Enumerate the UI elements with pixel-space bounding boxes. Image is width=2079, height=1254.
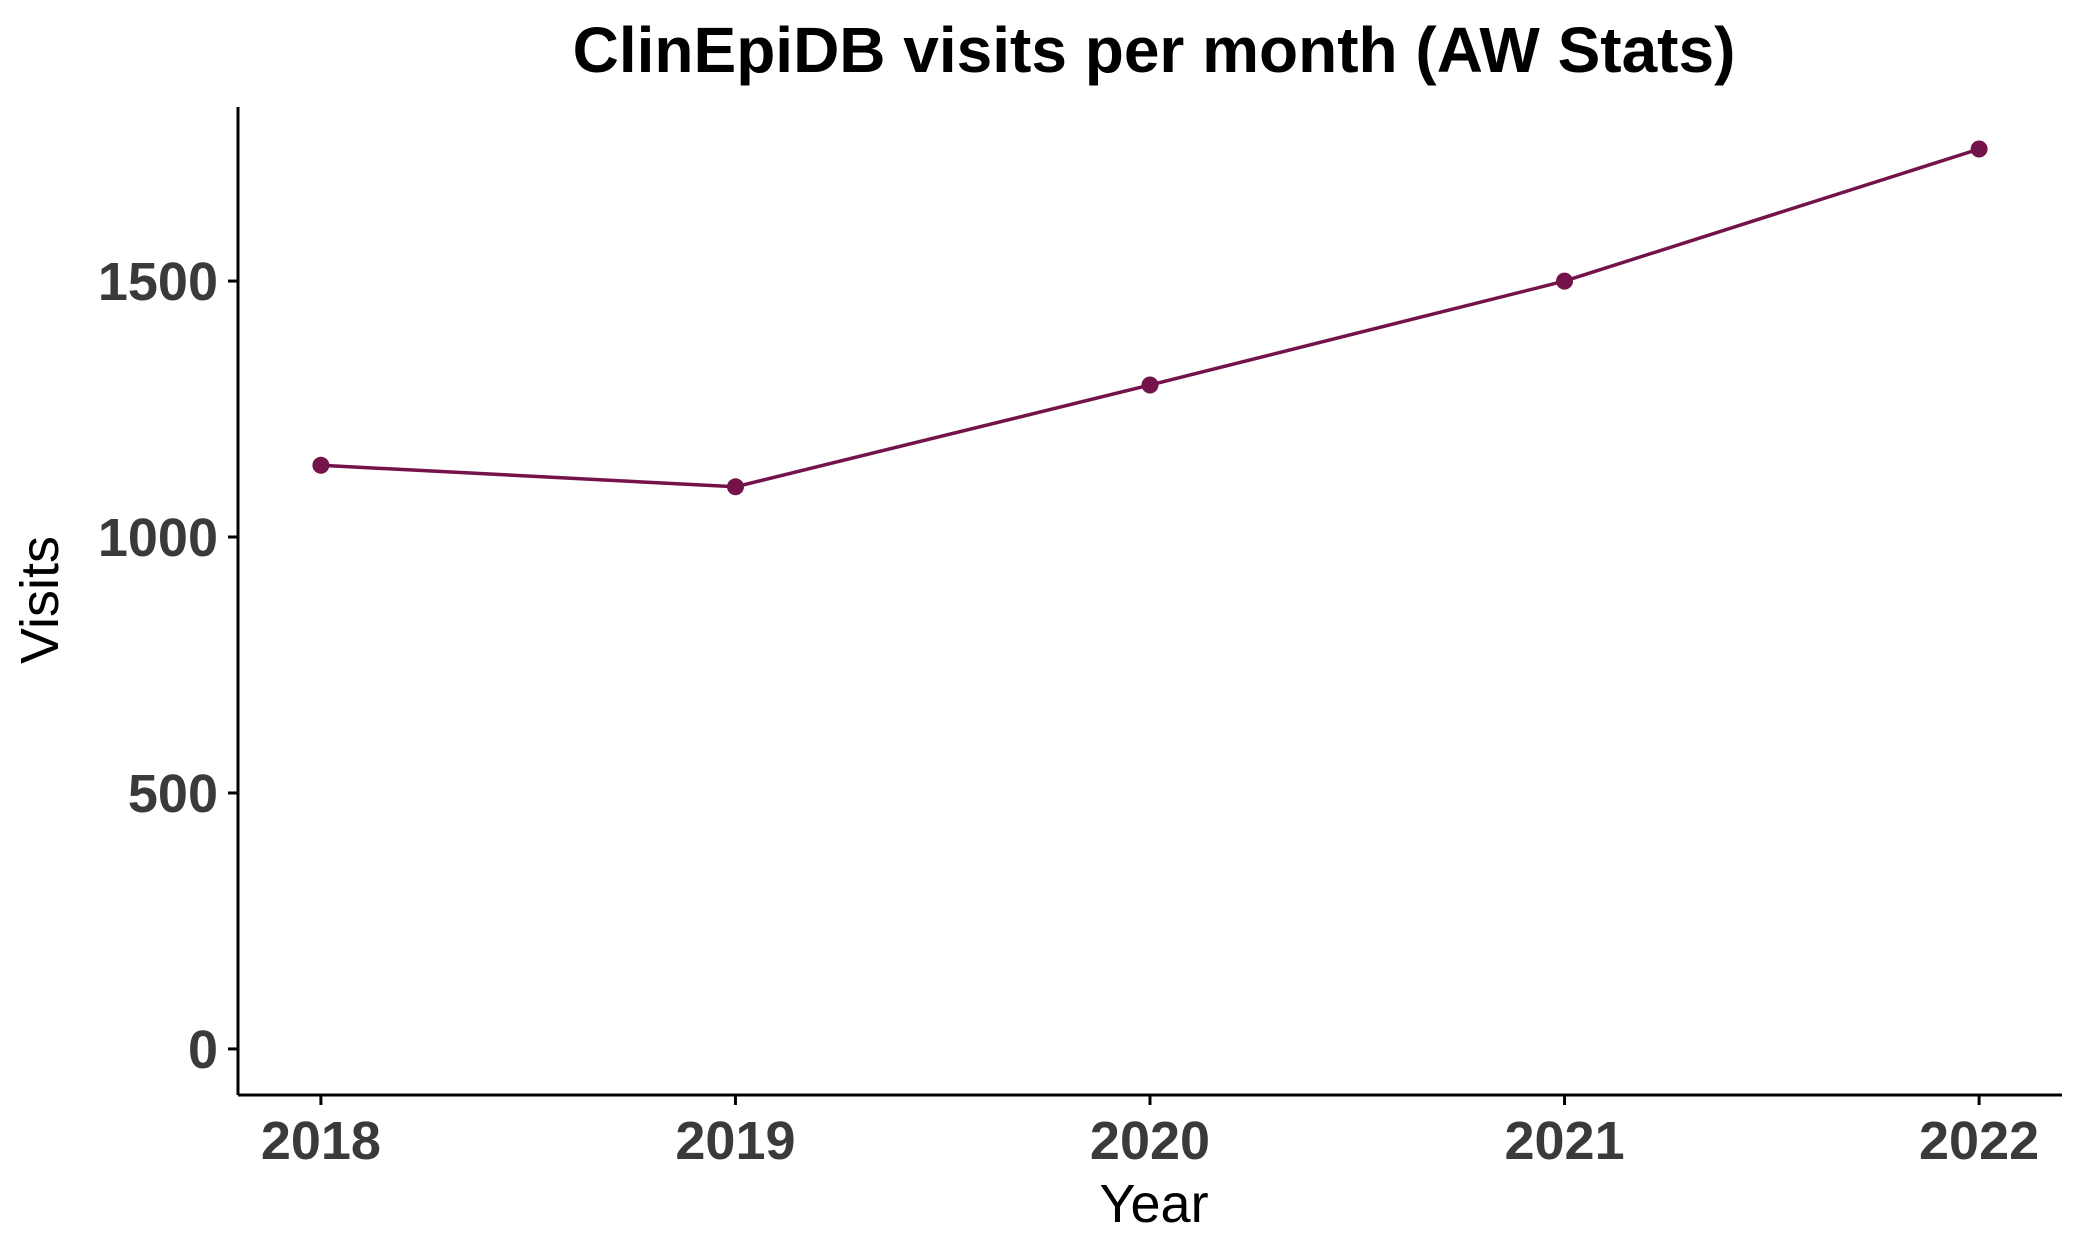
- y-tick-label: 1500: [98, 252, 218, 312]
- x-tick-label: 2018: [261, 1111, 381, 1171]
- y-tick-label: 1000: [98, 508, 218, 568]
- series-line: [319, 147, 1981, 489]
- chart-title: ClinEpiDB visits per month (AW Stats): [573, 14, 1736, 86]
- y-axis-ticks: 0 500 1000 1500: [98, 252, 238, 1080]
- data-point: [312, 456, 330, 474]
- x-tick-label: 2020: [1090, 1111, 1210, 1171]
- data-point: [1556, 272, 1573, 290]
- series-layer: [312, 140, 1988, 496]
- x-axis-title: Year: [1099, 1174, 1208, 1234]
- y-axis-title: Visits: [10, 536, 70, 664]
- data-point: [1141, 376, 1159, 394]
- y-tick-label: 500: [128, 764, 218, 824]
- x-axis-ticks: 2018 2019 2020 2021 2022: [261, 1095, 2039, 1171]
- x-tick-label: 2022: [1919, 1111, 2039, 1171]
- x-tick-label: 2019: [675, 1111, 795, 1171]
- y-tick-label: 0: [188, 1020, 218, 1080]
- data-point: [727, 478, 744, 496]
- data-point: [1970, 140, 1988, 158]
- x-tick-label: 2021: [1504, 1111, 1624, 1171]
